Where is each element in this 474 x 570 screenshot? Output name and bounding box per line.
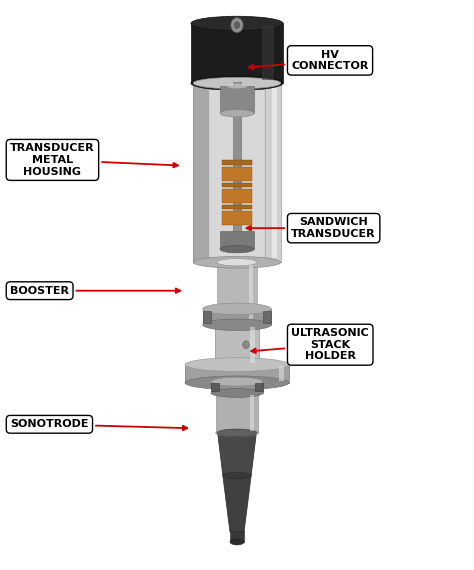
FancyBboxPatch shape	[265, 83, 281, 262]
FancyBboxPatch shape	[222, 205, 252, 209]
FancyBboxPatch shape	[211, 384, 219, 392]
FancyBboxPatch shape	[191, 23, 283, 83]
Ellipse shape	[230, 539, 244, 545]
Ellipse shape	[220, 246, 254, 253]
FancyBboxPatch shape	[279, 367, 284, 381]
FancyBboxPatch shape	[211, 382, 263, 393]
FancyBboxPatch shape	[220, 231, 254, 249]
FancyBboxPatch shape	[220, 86, 254, 113]
Ellipse shape	[216, 429, 258, 437]
FancyBboxPatch shape	[209, 83, 265, 262]
Ellipse shape	[193, 256, 281, 268]
Text: TRANSDUCER
METAL
HOUSING: TRANSDUCER METAL HOUSING	[10, 143, 178, 177]
Ellipse shape	[215, 320, 259, 329]
FancyBboxPatch shape	[203, 311, 211, 323]
Ellipse shape	[216, 389, 258, 397]
FancyBboxPatch shape	[272, 88, 277, 258]
FancyBboxPatch shape	[255, 384, 263, 392]
Circle shape	[234, 22, 240, 29]
FancyBboxPatch shape	[222, 161, 252, 165]
Circle shape	[243, 341, 249, 349]
Ellipse shape	[185, 376, 289, 390]
Ellipse shape	[215, 360, 259, 369]
Text: HV
CONNECTOR: HV CONNECTOR	[249, 50, 369, 71]
FancyBboxPatch shape	[215, 325, 259, 365]
FancyBboxPatch shape	[185, 365, 289, 383]
FancyBboxPatch shape	[222, 167, 252, 181]
Circle shape	[231, 18, 243, 32]
FancyBboxPatch shape	[233, 82, 241, 241]
FancyBboxPatch shape	[263, 311, 271, 323]
Ellipse shape	[191, 76, 283, 91]
FancyBboxPatch shape	[193, 83, 209, 262]
Ellipse shape	[217, 318, 257, 325]
Ellipse shape	[227, 84, 247, 88]
Ellipse shape	[223, 473, 251, 479]
Ellipse shape	[185, 358, 289, 372]
Text: SANDWICH
TRANSDUCER: SANDWICH TRANSDUCER	[246, 217, 376, 239]
FancyBboxPatch shape	[249, 265, 253, 319]
Ellipse shape	[217, 259, 257, 266]
Ellipse shape	[203, 303, 271, 315]
FancyBboxPatch shape	[216, 393, 258, 433]
FancyBboxPatch shape	[250, 395, 254, 431]
Ellipse shape	[203, 319, 271, 331]
FancyBboxPatch shape	[217, 262, 257, 322]
FancyBboxPatch shape	[262, 26, 274, 80]
Ellipse shape	[211, 377, 263, 386]
Ellipse shape	[220, 109, 254, 117]
FancyBboxPatch shape	[222, 211, 252, 225]
FancyBboxPatch shape	[250, 327, 255, 363]
Text: BOOSTER: BOOSTER	[10, 286, 180, 296]
FancyBboxPatch shape	[222, 189, 252, 203]
FancyBboxPatch shape	[222, 182, 252, 187]
FancyBboxPatch shape	[203, 309, 271, 325]
Ellipse shape	[211, 389, 263, 397]
Ellipse shape	[193, 78, 281, 89]
Ellipse shape	[191, 16, 283, 31]
Polygon shape	[218, 433, 256, 475]
FancyBboxPatch shape	[230, 531, 244, 542]
Ellipse shape	[218, 429, 256, 437]
Text: SONOTRODE: SONOTRODE	[10, 420, 187, 430]
Text: ULTRASONIC
STACK
HOLDER: ULTRASONIC STACK HOLDER	[251, 328, 369, 361]
Polygon shape	[223, 475, 251, 532]
